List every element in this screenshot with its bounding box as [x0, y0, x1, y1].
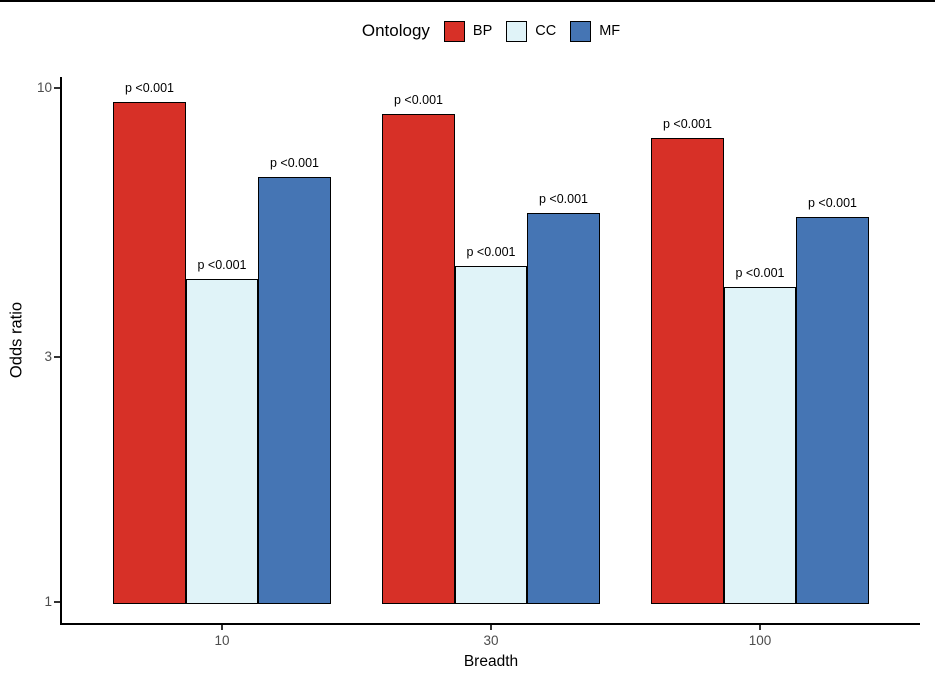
p-value-label-mf-10: p <0.001 — [269, 156, 319, 171]
bar-bp-30 — [382, 114, 455, 604]
bar-mf-30 — [527, 213, 600, 604]
legend-item-bp: BP — [443, 20, 493, 42]
y-axis-line — [60, 77, 62, 625]
x-tick-mark-10 — [221, 625, 223, 630]
bar-cc-10 — [185, 279, 259, 604]
p-value-label-mf-30: p <0.001 — [538, 192, 588, 207]
legend-label-cc: CC — [535, 23, 557, 39]
y-tick-label-3: 3 — [44, 348, 52, 364]
bar-mf-100 — [796, 217, 869, 604]
p-value-label-bp-100: p <0.001 — [662, 116, 712, 131]
bar-mf-10 — [258, 177, 331, 604]
bar-bp-100 — [651, 137, 724, 604]
bar-bp-10 — [113, 101, 186, 604]
x-tick-label-100: 100 — [748, 633, 772, 648]
x-tick-mark-100 — [759, 625, 761, 630]
y-tick-mark-10 — [54, 87, 60, 89]
legend-item-mf: MF — [570, 20, 621, 42]
p-value-label-bp-30: p <0.001 — [393, 93, 443, 107]
x-tick-label-10: 10 — [214, 633, 230, 648]
x-tick-label-30: 30 — [483, 633, 499, 648]
p-value-label-cc-10: p <0.001 — [197, 258, 247, 272]
x-axis-line — [60, 623, 920, 625]
bar-cc-100 — [723, 287, 797, 604]
legend-label-mf: MF — [599, 23, 621, 39]
x-axis-title: Breadth — [463, 653, 519, 670]
p-value-label-mf-100: p <0.001 — [807, 196, 857, 211]
legend-title: Ontology — [361, 21, 430, 40]
legend-label-bp: BP — [472, 23, 493, 39]
legend-key-bp-icon — [443, 20, 465, 42]
p-value-label-bp-10: p <0.001 — [124, 80, 174, 95]
legend: Ontology BP CC MF — [62, 17, 920, 45]
y-tick-label-1: 1 — [44, 594, 52, 609]
x-tick-mark-30 — [490, 625, 492, 630]
y-tick-label-10: 10 — [36, 80, 52, 95]
figure-top-border — [0, 0, 935, 2]
y-tick-mark-3 — [54, 355, 60, 358]
legend-key-mf-icon — [570, 20, 592, 42]
legend-item-cc: CC — [506, 20, 557, 42]
y-tick-mark-1 — [54, 601, 60, 603]
p-value-label-cc-30: p <0.001 — [466, 245, 516, 260]
bar-cc-30 — [454, 266, 528, 604]
y-axis-title: Odds ratio — [7, 301, 26, 379]
legend-key-cc-icon — [506, 20, 528, 42]
p-value-label-cc-100: p <0.001 — [735, 266, 785, 281]
